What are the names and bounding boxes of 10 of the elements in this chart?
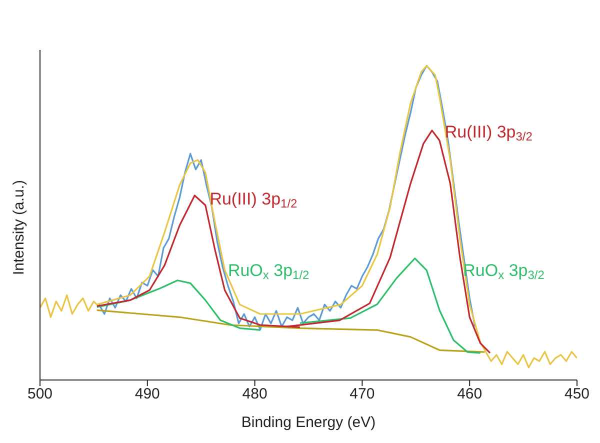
x-tick-label: 500 bbox=[27, 386, 53, 403]
x-tick-label: 470 bbox=[350, 386, 375, 403]
annotation: RuO$_{x}$ 3p$_{1/2}$ bbox=[228, 262, 310, 282]
x-tick-label: 460 bbox=[457, 386, 482, 403]
x-tick-label: 450 bbox=[564, 386, 590, 403]
x-axis-title: Binding Energy (eV) bbox=[241, 414, 376, 431]
x-tick-label: 490 bbox=[134, 386, 160, 403]
annotation: Ru(III) 3p$_{1/2}$ bbox=[210, 190, 298, 210]
y-axis-title: Intensity (a.u.) bbox=[10, 180, 28, 275]
x-tick-label: 480 bbox=[242, 386, 268, 403]
